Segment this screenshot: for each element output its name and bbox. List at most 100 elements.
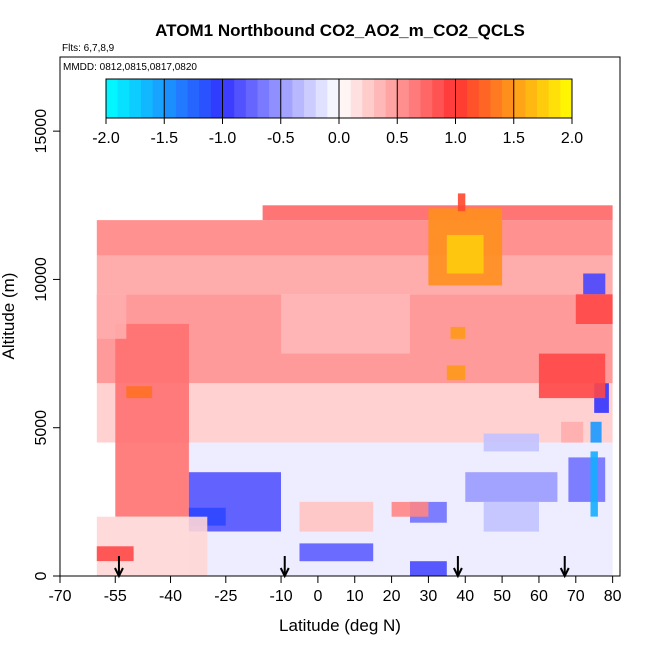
colorbar-tick-label-2: -1.0 [209, 130, 237, 147]
colorbar-swatch-22 [362, 79, 375, 118]
heatmap-cell-8 [457, 193, 466, 212]
colorbar-swatch-36 [525, 79, 538, 118]
colorbar-swatch-17 [304, 79, 317, 118]
heatmap-cell-18 [465, 472, 558, 502]
x-tick-label-2: -40 [159, 588, 182, 605]
x-tick-label-8: 30 [420, 588, 438, 605]
colorbar-swatch-21 [350, 79, 363, 118]
colorbar-tick-label-3: -0.5 [267, 130, 295, 147]
colorbar: -2.0 -1.5 -1.0 -0.5 0.0 0.5 1.0 1.5 2.0 [92, 78, 583, 147]
x-tick-label-3: -25 [214, 588, 237, 605]
heatmap-cell-19 [568, 457, 606, 502]
colorbar-swatch-2 [129, 79, 142, 118]
heatmap-cell-15 [299, 543, 374, 562]
flights-note: Flts: 6,7,8,9 [62, 43, 115, 54]
x-axis: -70 -55 -40 -25 -10 0 10 20 30 40 50 60 70 80 [48, 576, 622, 605]
colorbar-swatch-10 [222, 79, 235, 118]
colorbar-tick-label-1: -1.5 [150, 130, 178, 147]
y-tick-label-1: 5000 [33, 410, 50, 446]
x-tick-label-9: 40 [456, 588, 474, 605]
colorbar-swatch-13 [257, 79, 270, 118]
x-tick-label-5: 0 [313, 588, 322, 605]
x-axis-label: Latitude (deg N) [279, 616, 401, 635]
heatmap-cell-7 [446, 234, 484, 274]
colorbar-swatch-28 [432, 79, 445, 118]
colorbar-swatch-24 [385, 79, 398, 118]
x-tick-label-11: 60 [530, 588, 548, 605]
colorbar-tick-label-7: 1.5 [503, 130, 525, 147]
colorbar-tick-label-4: 0.0 [328, 130, 350, 147]
x-tick-label-4: -10 [269, 588, 292, 605]
colorbar-swatch-34 [502, 79, 515, 118]
x-tick-label-6: 10 [346, 588, 364, 605]
colorbar-swatch-7 [187, 79, 200, 118]
x-tick-label-12: 70 [567, 588, 585, 605]
heatmap-cell-31 [96, 546, 134, 562]
colorbar-tick-label-6: 1.0 [444, 130, 466, 147]
colorbar-swatch-3 [140, 79, 154, 118]
colorbar-swatch-18 [315, 79, 328, 118]
heatmap-cell-30 [96, 294, 127, 339]
heatmap-cell-20 [590, 451, 598, 517]
colorbar-swatch-0 [106, 79, 119, 118]
heatmap-cells [96, 193, 613, 576]
colorbar-tick-label-0: -2.0 [92, 130, 120, 147]
heatmap-cell-5 [115, 323, 189, 517]
colorbar-swatch-31 [467, 79, 480, 118]
heatmap-cell-11 [126, 386, 153, 399]
colorbar-swatch-1 [117, 79, 130, 118]
colorbar-swatch-20 [339, 79, 352, 118]
x-tick-label-7: 20 [383, 588, 401, 605]
colorbar-swatch-38 [548, 79, 561, 118]
colorbar-swatch-14 [269, 79, 282, 118]
colorbar-tick-label-8: 2.0 [561, 130, 583, 147]
heatmap-cell-33 [483, 433, 539, 452]
colorbar-swatch-6 [175, 79, 189, 118]
colorbar-swatch-25 [397, 79, 410, 118]
colorbar-swatch-8 [199, 79, 212, 118]
y-axis-label: Altitude (m) [0, 273, 18, 360]
heatmap-cell-2 [96, 255, 613, 295]
colorbar-swatch-12 [245, 79, 258, 118]
colorbar-swatch-9 [210, 79, 223, 118]
y-tick-label-0: 0 [33, 571, 50, 580]
colorbar-swatch-30 [455, 79, 468, 118]
heatmap-cell-22 [583, 273, 606, 295]
colorbar-swatch-11 [234, 79, 247, 118]
y-tick-label-2: 10000 [33, 257, 50, 302]
colorbar-swatch-16 [292, 79, 305, 118]
colorbar-swatch-39 [560, 79, 573, 118]
colorbar-swatch-4 [152, 79, 165, 118]
heatmap-cell-10 [450, 326, 466, 339]
y-axis: 0 5000 10000 15000 [33, 109, 60, 580]
heatmap-cell-28 [538, 353, 606, 399]
colorbar-swatch-33 [490, 79, 503, 118]
colorbar-swatch-35 [513, 79, 526, 118]
heatmap-cell-25 [299, 501, 374, 532]
heatmap-cell-26 [391, 501, 429, 517]
dates-note: MMDD: 0812,0815,0817,0820 [63, 62, 197, 73]
colorbar-swatch-23 [373, 79, 387, 118]
colorbar-swatch-5 [164, 79, 177, 118]
x-tick-label-13: 80 [604, 588, 622, 605]
colorbar-swatch-37 [537, 79, 550, 118]
colorbar-swatch-27 [420, 79, 433, 118]
colorbar-tick-label-5: 0.5 [386, 130, 408, 147]
heatmap-cell-9 [446, 365, 466, 381]
chart-title: ATOM1 Northbound CO2_AO2_m_CO2_QCLS [155, 21, 525, 40]
colorbar-swatch-26 [408, 79, 422, 118]
heatmap-cell-16 [410, 561, 447, 576]
x-tick-label-1: -55 [104, 588, 127, 605]
colorbar-swatch-32 [478, 79, 491, 118]
heatmap-cell-29 [575, 294, 613, 324]
heatmap-cell-21 [590, 421, 602, 443]
plot-frame [59, 56, 621, 577]
colorbar-swatch-19 [327, 79, 340, 118]
x-tick-label-0: -70 [48, 588, 71, 605]
heatmap-cell-27 [483, 501, 539, 532]
colorbar-swatch-29 [443, 79, 456, 118]
y-tick-label-3: 15000 [33, 109, 50, 154]
x-tick-label-10: 50 [493, 588, 511, 605]
heatmap-cell-34 [561, 421, 584, 443]
